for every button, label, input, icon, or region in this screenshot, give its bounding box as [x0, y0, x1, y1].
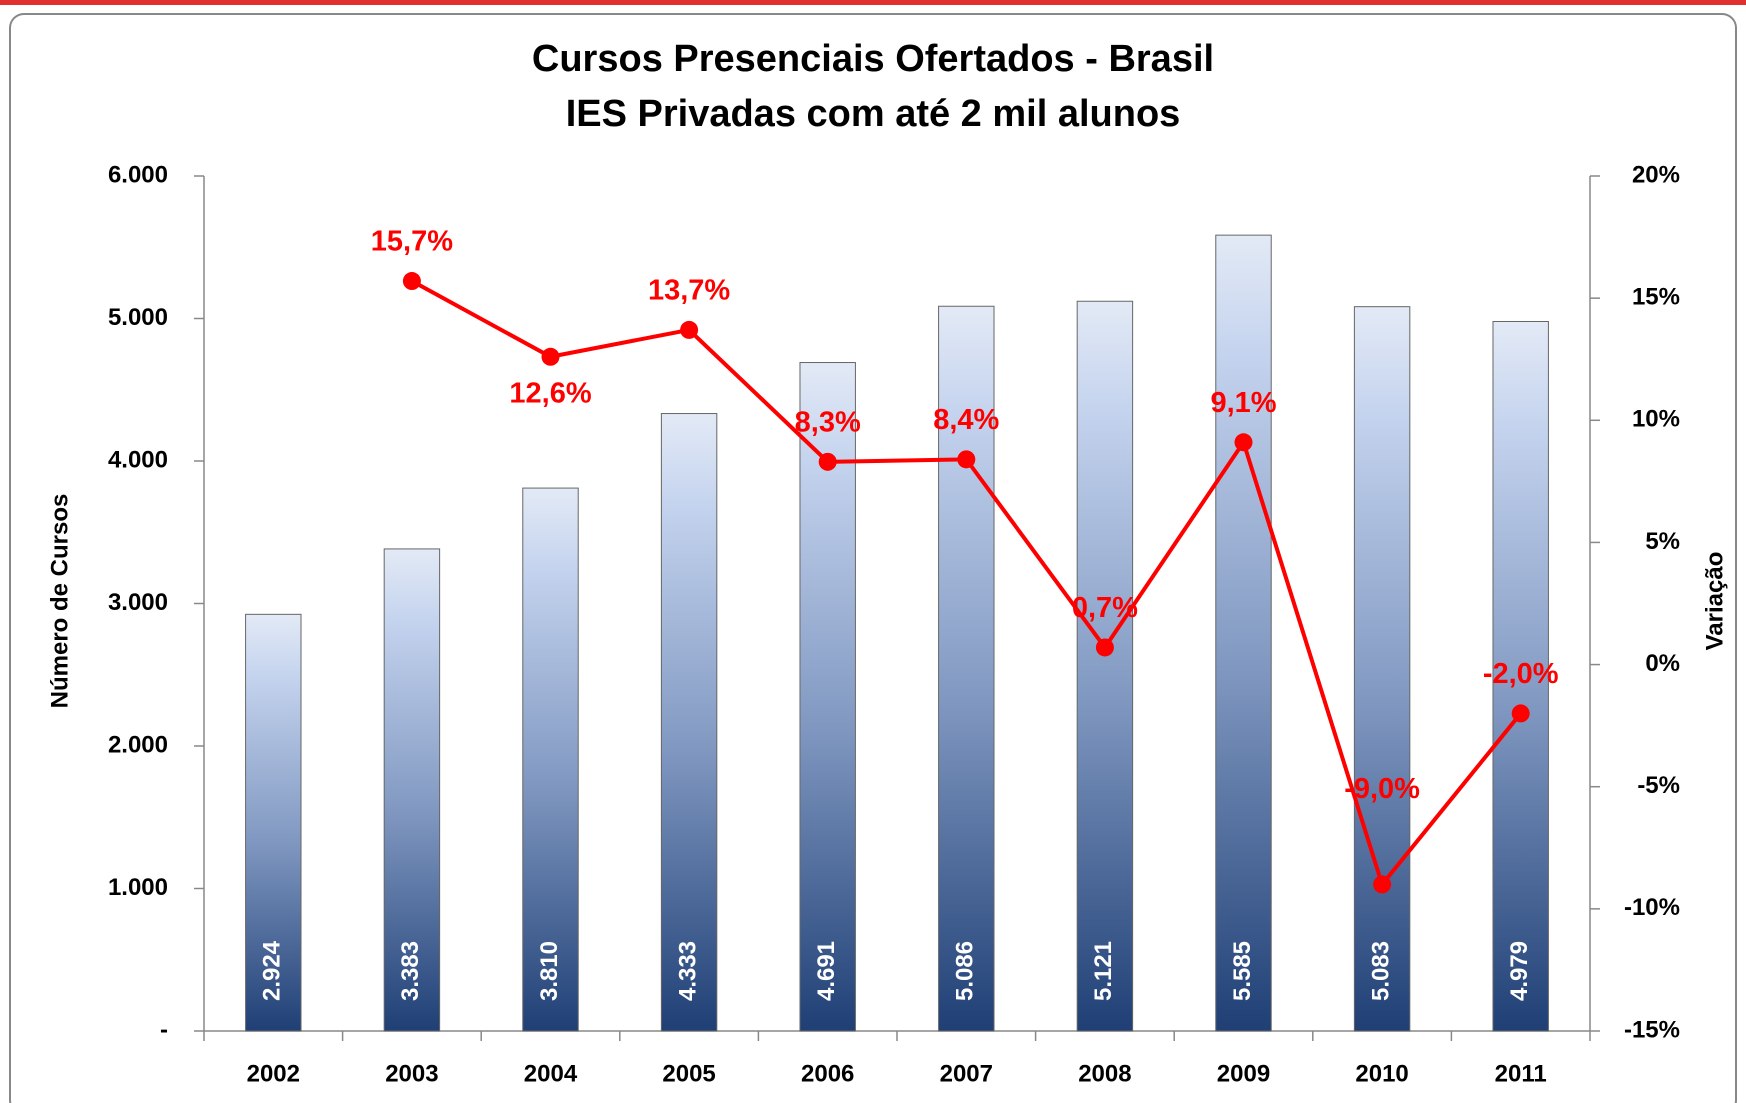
line-value-label: 0,7% — [1072, 592, 1138, 624]
line-marker — [680, 320, 699, 339]
bar-value-label: 5.083 — [1367, 941, 1394, 1001]
y2-tick-label: 10% — [1632, 406, 1680, 433]
bar — [1353, 306, 1411, 1032]
x-tick-label: 2008 — [1078, 1060, 1131, 1087]
bar-value-label: 5.086 — [952, 941, 979, 1001]
line-value-label: 15,7% — [371, 226, 453, 258]
line-marker — [1095, 638, 1114, 657]
y2-tick-label: 0% — [1645, 650, 1680, 677]
bar — [383, 548, 441, 1032]
y2-tick-label: -5% — [1637, 772, 1680, 799]
line-value-label: 8,4% — [933, 404, 999, 436]
x-tick-label: 2010 — [1355, 1060, 1408, 1087]
line-marker — [1373, 875, 1392, 894]
bar-value-label: 4.691 — [813, 941, 840, 1001]
x-tick-label: 2004 — [524, 1060, 578, 1087]
x-tick-label: 2011 — [1495, 1060, 1547, 1087]
x-tick-label: 2006 — [801, 1060, 854, 1087]
bar — [938, 305, 995, 1032]
y2-tick-label: -10% — [1624, 894, 1680, 921]
bar — [1076, 300, 1134, 1032]
top-border — [0, 0, 1746, 5]
bar-value-label: 5.121 — [1090, 941, 1117, 1001]
line-value-label: 13,7% — [648, 275, 730, 307]
y-tick-label: - — [160, 1016, 168, 1043]
line-marker — [957, 450, 976, 469]
y-tick-label: 5.000 — [108, 304, 168, 331]
y-tick-label: 3.000 — [108, 589, 168, 616]
x-tick-label: 2007 — [940, 1060, 993, 1087]
y2-tick-label: 20% — [1632, 161, 1680, 188]
line-marker — [1511, 704, 1530, 723]
bar-value-label: 4.333 — [674, 941, 701, 1001]
line-value-label: 8,3% — [795, 406, 861, 438]
y2-tick-label: 5% — [1645, 528, 1680, 555]
x-tick-label: 2002 — [247, 1060, 300, 1087]
chart-title: Cursos Presenciais Ofertados - Brasil — [532, 38, 1214, 80]
bar-value-label: 2.924 — [259, 940, 286, 1001]
bar-value-label: 3.810 — [536, 941, 563, 1001]
bar — [1492, 320, 1549, 1032]
line-marker — [541, 347, 560, 366]
bar-value-label: 4.979 — [1506, 941, 1533, 1001]
y-axis-label: Número de Cursos — [46, 494, 73, 709]
bar — [799, 362, 856, 1032]
y2-tick-label: 15% — [1632, 283, 1680, 310]
bar — [1215, 234, 1272, 1032]
line-marker — [818, 452, 837, 471]
bar — [522, 487, 579, 1032]
x-tick-label: 2005 — [662, 1060, 715, 1087]
bar-value-label: 3.383 — [397, 941, 424, 1001]
line-value-label: -2,0% — [1483, 658, 1559, 690]
y2-tick-label: -15% — [1624, 1016, 1680, 1043]
x-tick-label: 2009 — [1217, 1060, 1270, 1087]
line-value-label: 12,6% — [509, 377, 591, 409]
y2-axis-label: Variação — [1701, 552, 1728, 651]
chart-subtitle: IES Privadas com até 2 mil alunos — [566, 93, 1181, 135]
y-tick-label: 6.000 — [108, 161, 168, 188]
line-marker — [1234, 433, 1253, 452]
line-value-label: 9,1% — [1210, 387, 1276, 419]
frame — [9, 13, 1737, 1103]
y-tick-label: 1.000 — [108, 874, 168, 901]
y-tick-label: 2.000 — [108, 731, 168, 758]
y-tick-label: 4.000 — [108, 446, 168, 473]
line-marker — [402, 272, 421, 291]
bar — [660, 413, 718, 1032]
bar — [245, 613, 302, 1032]
x-tick-label: 2003 — [385, 1060, 438, 1087]
bar-value-label: 5.585 — [1229, 941, 1256, 1001]
line-value-label: -9,0% — [1344, 773, 1420, 805]
